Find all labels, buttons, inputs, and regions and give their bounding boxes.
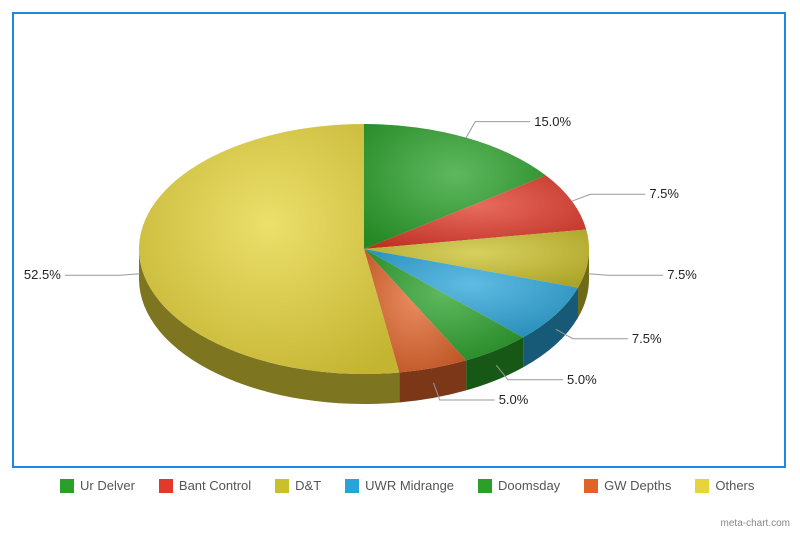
legend-item-doomsday: Doomsday <box>478 478 560 493</box>
legend-label-gw_depths: GW Depths <box>604 478 671 493</box>
legend-swatch-ur_delver <box>60 479 74 493</box>
legend-item-bant_control: Bant Control <box>159 478 251 493</box>
legend: Ur Delver Bant Control D&T UWR Midrange Doom… <box>60 478 760 493</box>
legend-swatch-doomsday <box>478 479 492 493</box>
legend-swatch-bant_control <box>159 479 173 493</box>
legend-item-others: Others <box>695 478 754 493</box>
legend-item-ur_delver: Ur Delver <box>60 478 135 493</box>
slice-label-others: 52.5% <box>24 267 61 282</box>
legend-swatch-gw_depths <box>584 479 598 493</box>
slice-label-ur_delver: 15.0% <box>534 114 571 129</box>
legend-label-others: Others <box>715 478 754 493</box>
label-layer: 15.0% 7.5% 7.5% 7.5% 5.0% 5.0% 52.5% <box>14 14 784 466</box>
slice-label-gw_depths: 5.0% <box>499 392 529 407</box>
pie-chart: 15.0% 7.5% 7.5% 7.5% 5.0% 5.0% 52.5% <box>14 14 784 466</box>
slice-label-uwr_midrange: 7.5% <box>632 331 662 346</box>
legend-swatch-uwr_midrange <box>345 479 359 493</box>
legend-item-gw_depths: GW Depths <box>584 478 671 493</box>
legend-swatch-dnt <box>275 479 289 493</box>
attribution: meta-chart.com <box>721 518 790 529</box>
legend-item-dnt: D&T <box>275 478 321 493</box>
legend-label-ur_delver: Ur Delver <box>80 478 135 493</box>
legend-label-bant_control: Bant Control <box>179 478 251 493</box>
legend-label-doomsday: Doomsday <box>498 478 560 493</box>
chart-frame: 15.0% 7.5% 7.5% 7.5% 5.0% 5.0% 52.5% <box>12 12 786 468</box>
legend-swatch-others <box>695 479 709 493</box>
legend-label-dnt: D&T <box>295 478 321 493</box>
legend-label-uwr_midrange: UWR Midrange <box>365 478 454 493</box>
slice-label-bant_control: 7.5% <box>649 186 679 201</box>
legend-item-uwr_midrange: UWR Midrange <box>345 478 454 493</box>
slice-label-doomsday: 5.0% <box>567 372 597 387</box>
slice-label-dnt: 7.5% <box>667 267 697 282</box>
